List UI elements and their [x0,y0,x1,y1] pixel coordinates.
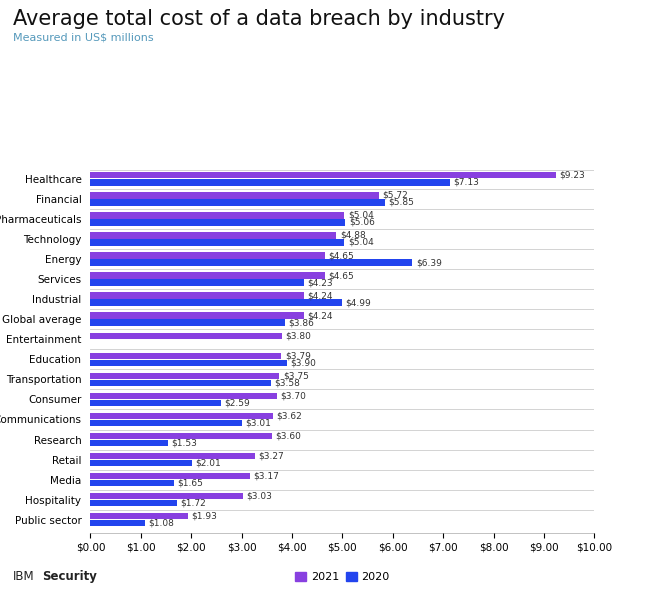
Bar [90,292,304,299]
Bar [90,272,325,279]
Text: $3.75: $3.75 [283,371,309,380]
Bar [90,192,379,198]
Text: $4.24: $4.24 [307,291,333,300]
Text: IBM: IBM [13,570,34,583]
Text: $4.88: $4.88 [340,231,366,240]
Text: $5.85: $5.85 [389,198,415,207]
Bar [90,440,167,446]
Text: $1.08: $1.08 [149,519,174,528]
Text: $3.17: $3.17 [254,472,280,481]
Text: $1.93: $1.93 [191,511,217,521]
Text: $4.23: $4.23 [307,278,333,287]
Bar [90,500,177,506]
Text: $3.03: $3.03 [247,492,273,501]
Text: $3.62: $3.62 [276,411,302,420]
Bar [90,179,450,185]
Bar [90,232,337,239]
Bar [90,433,272,439]
Text: $5.72: $5.72 [382,191,408,200]
Text: $4.65: $4.65 [328,251,354,260]
Text: $3.90: $3.90 [291,358,317,367]
Text: $3.01: $3.01 [245,419,271,427]
Bar [90,413,273,419]
Text: $1.53: $1.53 [171,439,197,448]
Text: $2.01: $2.01 [195,459,221,468]
Text: Security: Security [42,570,97,583]
Bar [90,359,287,366]
Bar [90,520,145,526]
Text: $3.79: $3.79 [285,351,311,361]
Bar [90,372,280,379]
Bar [90,212,344,218]
Bar [90,239,344,246]
Text: $3.58: $3.58 [275,378,300,387]
Text: $1.65: $1.65 [177,479,203,488]
Bar [90,453,255,459]
Bar [90,300,342,306]
Bar [90,480,174,487]
Bar [90,259,412,266]
Legend: 2021, 2020: 2021, 2020 [293,570,391,584]
Bar [90,313,304,319]
Text: $3.80: $3.80 [286,332,311,340]
Bar [90,400,221,406]
Text: $9.23: $9.23 [559,170,585,180]
Text: $2.59: $2.59 [224,398,250,407]
Bar [90,392,277,399]
Text: $4.24: $4.24 [307,311,333,320]
Text: $4.65: $4.65 [328,271,354,280]
Bar [90,252,325,259]
Text: $5.04: $5.04 [348,238,373,247]
Bar [90,513,188,519]
Text: $5.06: $5.06 [349,218,375,227]
Bar [90,379,271,386]
Bar [90,353,282,359]
Text: $7.13: $7.13 [453,178,479,187]
Bar [90,219,346,226]
Bar [90,199,385,205]
Bar [90,420,242,426]
Text: $3.60: $3.60 [275,432,301,440]
Text: Average total cost of a data breach by industry: Average total cost of a data breach by i… [13,9,505,29]
Text: $3.70: $3.70 [280,391,306,400]
Text: $1.72: $1.72 [181,498,206,508]
Bar [90,279,304,286]
Text: $3.86: $3.86 [289,318,315,327]
Bar [90,493,243,500]
Text: $6.39: $6.39 [416,258,442,267]
Text: Measured in US$ millions: Measured in US$ millions [13,33,154,43]
Bar [90,460,192,466]
Bar [90,333,282,339]
Bar [90,473,250,480]
Text: $3.27: $3.27 [259,452,284,461]
Text: $4.99: $4.99 [346,298,371,307]
Bar [90,172,556,179]
Bar [90,320,285,326]
Text: $5.04: $5.04 [348,211,373,220]
